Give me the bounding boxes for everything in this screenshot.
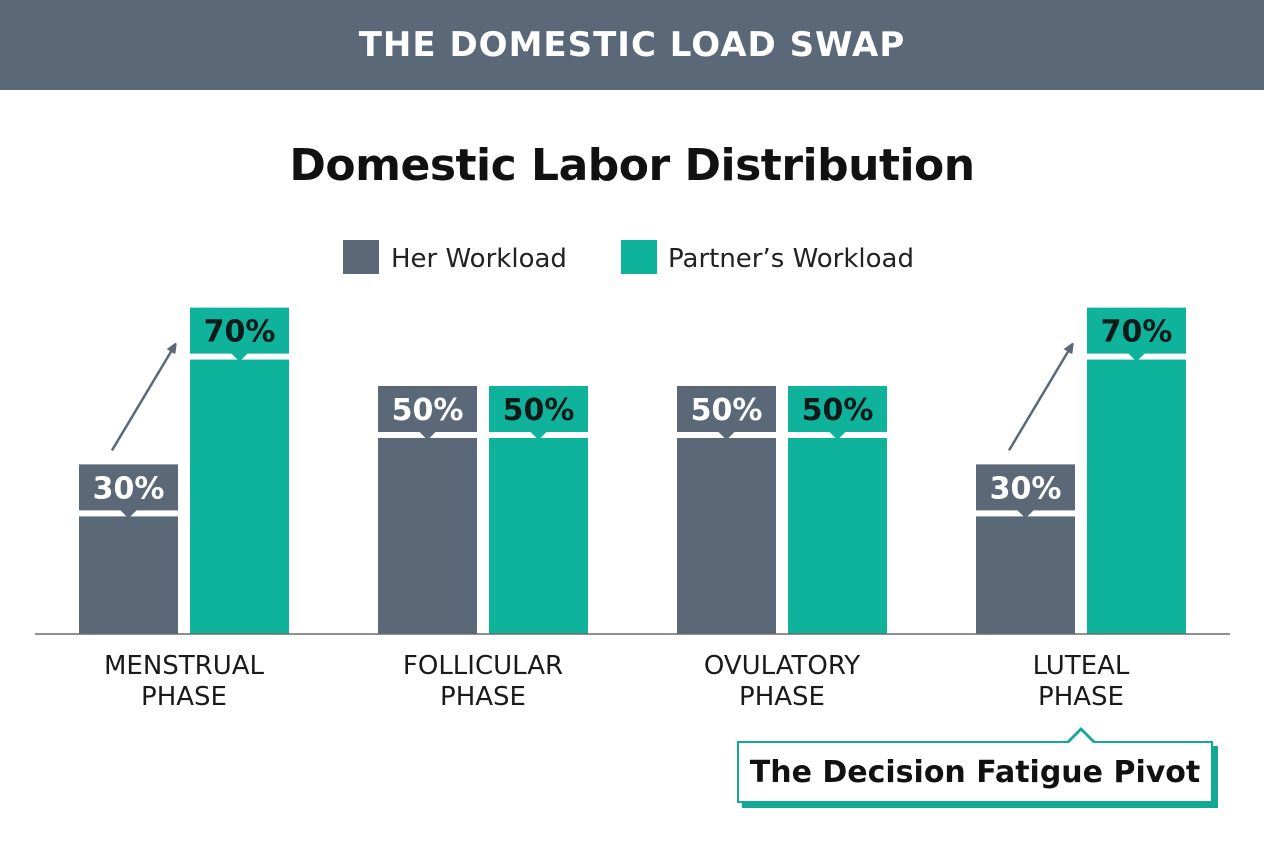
- value-label-her-1: 30%: [93, 471, 165, 506]
- bar-partner-3: [788, 438, 887, 634]
- value-label-box-partner-2: [489, 386, 588, 440]
- value-label-box-partner-3: [788, 386, 887, 440]
- bar-partner-2: [489, 438, 588, 634]
- value-label-partner-2: 50%: [503, 393, 575, 428]
- bar-partner-4: [1087, 359, 1186, 634]
- category-label-4: LUTEAL PHASE: [1033, 651, 1130, 712]
- banner-title: THE DOMESTIC LOAD SWAP: [358, 25, 906, 65]
- legend-swatch-partner: [621, 240, 657, 274]
- legend-swatch-her: [343, 240, 379, 274]
- legend-label-partner: Partner’s Workload: [668, 244, 914, 274]
- shift-arrow-4: [1007, 347, 1071, 452]
- value-label-her-3: 50%: [691, 393, 763, 428]
- chart-title: Domestic Labor Distribution: [289, 140, 975, 191]
- legend-label-her: Her Workload: [391, 244, 567, 274]
- bar-her-1: [79, 516, 178, 634]
- value-label-box-partner-1: [190, 307, 289, 362]
- value-label-partner-4: 70%: [1101, 315, 1173, 350]
- value-label-box-her-4: [976, 464, 1075, 519]
- annotation-text: The Decision Fatigue Pivot: [749, 754, 1201, 790]
- bar-partner-1: [190, 359, 289, 634]
- value-label-box-her-3: [677, 386, 776, 440]
- annotation-callout: The Decision Fatigue Pivot: [737, 741, 1213, 803]
- annotation-pointer-inner: [1069, 731, 1093, 743]
- value-label-box-partner-4: [1087, 307, 1186, 362]
- value-label-her-4: 30%: [990, 471, 1062, 506]
- value-label-her-2: 50%: [392, 393, 464, 428]
- category-label-1: MENSTRUAL PHASE: [104, 651, 265, 712]
- shift-arrow-1: [110, 347, 174, 452]
- value-label-box-her-2: [378, 386, 477, 440]
- banner: THE DOMESTIC LOAD SWAP: [0, 0, 1264, 90]
- value-label-partner-1: 70%: [204, 315, 276, 350]
- category-label-2: FOLLICULAR PHASE: [403, 651, 563, 712]
- bar-her-2: [378, 438, 477, 634]
- bar-her-4: [976, 516, 1075, 634]
- category-label-3: OVULATORY PHASE: [704, 651, 860, 712]
- bar-her-3: [677, 438, 776, 634]
- value-label-partner-3: 50%: [802, 393, 874, 428]
- value-label-box-her-1: [79, 464, 178, 519]
